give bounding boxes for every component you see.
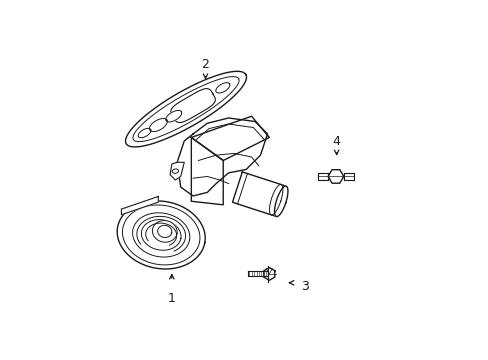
Polygon shape (327, 170, 343, 183)
Polygon shape (247, 271, 267, 276)
Text: 3: 3 (300, 280, 308, 293)
Polygon shape (170, 89, 215, 122)
Polygon shape (343, 173, 354, 180)
Polygon shape (149, 118, 167, 132)
Polygon shape (177, 118, 267, 196)
Polygon shape (317, 173, 327, 180)
Polygon shape (138, 129, 151, 138)
Polygon shape (263, 267, 274, 280)
Polygon shape (121, 197, 158, 215)
Polygon shape (165, 111, 182, 122)
Text: 2: 2 (201, 58, 209, 71)
Polygon shape (274, 186, 287, 217)
Polygon shape (191, 138, 223, 205)
Text: 1: 1 (167, 292, 175, 305)
Text: 4: 4 (332, 135, 340, 148)
Polygon shape (170, 162, 184, 180)
Polygon shape (117, 201, 205, 269)
Polygon shape (125, 71, 246, 147)
Polygon shape (215, 83, 229, 93)
Polygon shape (152, 221, 177, 242)
Polygon shape (232, 172, 285, 216)
Ellipse shape (172, 169, 178, 173)
Polygon shape (191, 116, 269, 161)
